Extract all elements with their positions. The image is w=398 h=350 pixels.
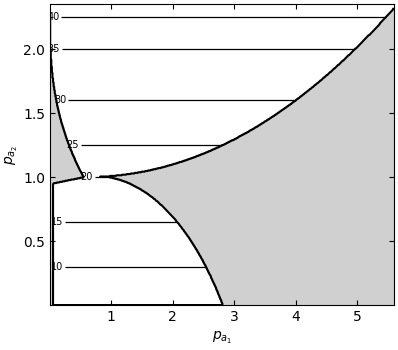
Text: 40: 40 <box>47 12 59 22</box>
Text: 25: 25 <box>66 140 79 150</box>
Y-axis label: $p_{a_2}$: $p_{a_2}$ <box>4 145 20 165</box>
Text: 30: 30 <box>54 95 66 105</box>
Text: 10: 10 <box>51 262 63 272</box>
X-axis label: $p_{a_1}$: $p_{a_1}$ <box>212 330 232 346</box>
Text: 15: 15 <box>51 217 63 227</box>
Text: 35: 35 <box>48 44 60 54</box>
Text: 20: 20 <box>80 172 93 182</box>
